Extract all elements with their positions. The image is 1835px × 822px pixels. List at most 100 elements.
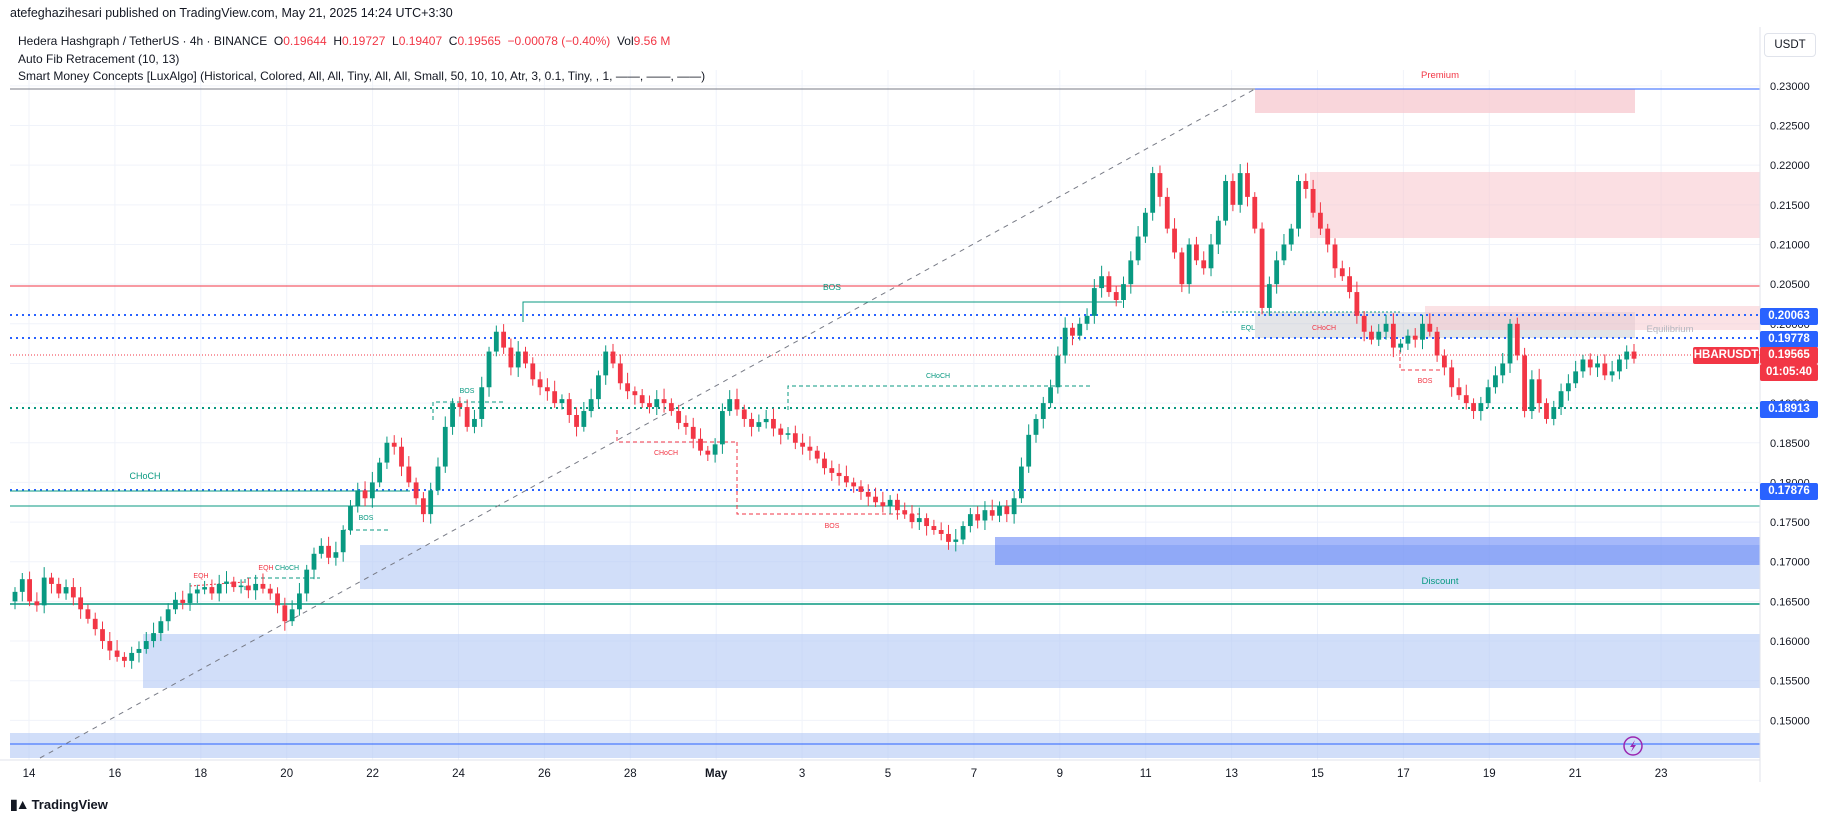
candle-body [661,399,667,404]
candle-body [1062,327,1068,356]
candle-body [967,514,973,527]
candlestick-series [12,162,1637,669]
eqh-label-2: EQH [258,565,273,572]
price-tick-label: 0.17000 [1770,557,1810,569]
candle-body [1113,292,1119,300]
candle-body [1194,244,1199,261]
candle-body [442,426,448,467]
equilibrium-label: Equilibrium [1647,324,1694,335]
candle-body [822,458,827,469]
price-tick-label: 0.23000 [1770,81,1810,93]
candle-body [399,446,404,467]
bos-label-small-2: BOS [359,515,374,522]
candle-body [712,444,718,455]
candle-body [1121,284,1126,300]
candle-body [610,351,616,364]
candle-body [953,539,959,542]
time-tick-label: 28 [624,768,637,780]
candle-body [902,510,908,515]
price-tick-label: 0.22000 [1770,160,1810,172]
change-value: −0.00078 (−0.40%) [507,34,611,48]
candle-body [1019,466,1024,499]
candle-body [1252,196,1258,229]
price-tick-label: 0.17500 [1770,517,1810,529]
candle-body [1522,355,1528,412]
candle-body [173,599,178,610]
candle-body [1048,387,1053,404]
candle-body [1106,276,1112,293]
candle-body [114,650,120,657]
candle-body [1033,418,1039,435]
candle-body [501,331,507,348]
price-tick-label: 0.22500 [1770,121,1810,133]
candle-body [216,583,222,594]
bos-line-small-2 [344,529,390,540]
countdown-tag: 01:05:40 [1760,364,1818,381]
tv-logo-icon: ▮▲ [10,796,30,812]
candle-body [1434,331,1440,356]
candle-body [1201,260,1207,269]
candle-body [1142,212,1148,237]
candle-body [1303,181,1309,189]
candle-body [391,442,397,447]
candle-body [428,490,434,515]
candle-body [253,583,259,591]
publisher-header: atefeghazihesari published on TradingVie… [10,6,453,20]
candle-body [530,363,536,380]
candle-body [690,426,696,439]
candle-body [92,618,98,630]
candle-body [1551,407,1557,419]
candle-body [683,422,689,427]
candle-body [749,418,754,427]
candle-body [224,581,229,584]
candle-body [1172,228,1177,253]
premium-label: Premium [1421,70,1459,81]
candle-body [78,597,84,610]
time-tick-label: May [705,768,728,780]
legend-symbol-row[interactable]: Hedera Hashgraph / TetherUS · 4h · BINAN… [18,34,671,48]
candle-body [668,403,674,412]
candle-body [1318,212,1323,229]
price-scale[interactable]: 0.23000 0.22500 0.22000 0.21500 0.21000 0.205… [1759,27,1810,782]
chart-area[interactable]: Premium Equilibrium Discount BOS CHoCH C… [0,27,1835,795]
tradingview-logo[interactable]: ▮▲ TradingView [10,796,108,812]
lightning-icon[interactable] [1623,736,1643,756]
candle-body [523,351,528,364]
currency-button[interactable]: USDT [1764,33,1816,57]
price-tick-label: 0.16000 [1770,636,1810,648]
candle-body [938,530,944,534]
time-tick-label: 16 [109,768,122,780]
candle-body [158,621,164,634]
candle-body [763,418,769,423]
candle-body [873,496,878,503]
symbol-name[interactable]: Hedera Hashgraph / TetherUS · 4h · BINAN… [18,34,268,48]
indicator-fib[interactable]: Auto Fib Retracement (10, 13) [18,51,180,66]
candle-body [1478,403,1484,412]
candle-body [27,579,32,602]
candle-body [778,428,784,435]
candle-body [596,375,601,400]
candle-body [1128,260,1134,285]
time-scale[interactable]: 14 16 18 20 22 24 26 28 May 3 5 7 9 11 13 15 17 19 21 23 [0,759,1760,780]
candle-body [1099,276,1105,289]
time-tick-label: 24 [452,768,465,780]
candle-body [136,648,142,653]
candle-body [771,418,776,429]
candle-body [180,599,186,603]
candle-body [552,391,558,404]
candle-body [41,577,47,606]
price-tag-17876: 0.17876 [1760,483,1818,500]
eqh-label: EQH [193,573,208,580]
candle-body [318,545,324,554]
candle-body [1339,268,1345,277]
price-chart[interactable]: Premium Equilibrium Discount BOS CHoCH C… [0,27,1835,795]
order-block-bear [1425,306,1760,330]
order-block-bull [995,537,1760,565]
eql-label: EQL [1241,325,1255,332]
candle-body [1208,244,1214,269]
candle-body [1361,315,1367,332]
indicator-smc[interactable]: Smart Money Concepts [LuxAlgo] (Historic… [18,69,706,83]
candle-body [85,609,91,619]
candle-body [238,585,244,588]
time-tick-label: 22 [366,768,379,780]
